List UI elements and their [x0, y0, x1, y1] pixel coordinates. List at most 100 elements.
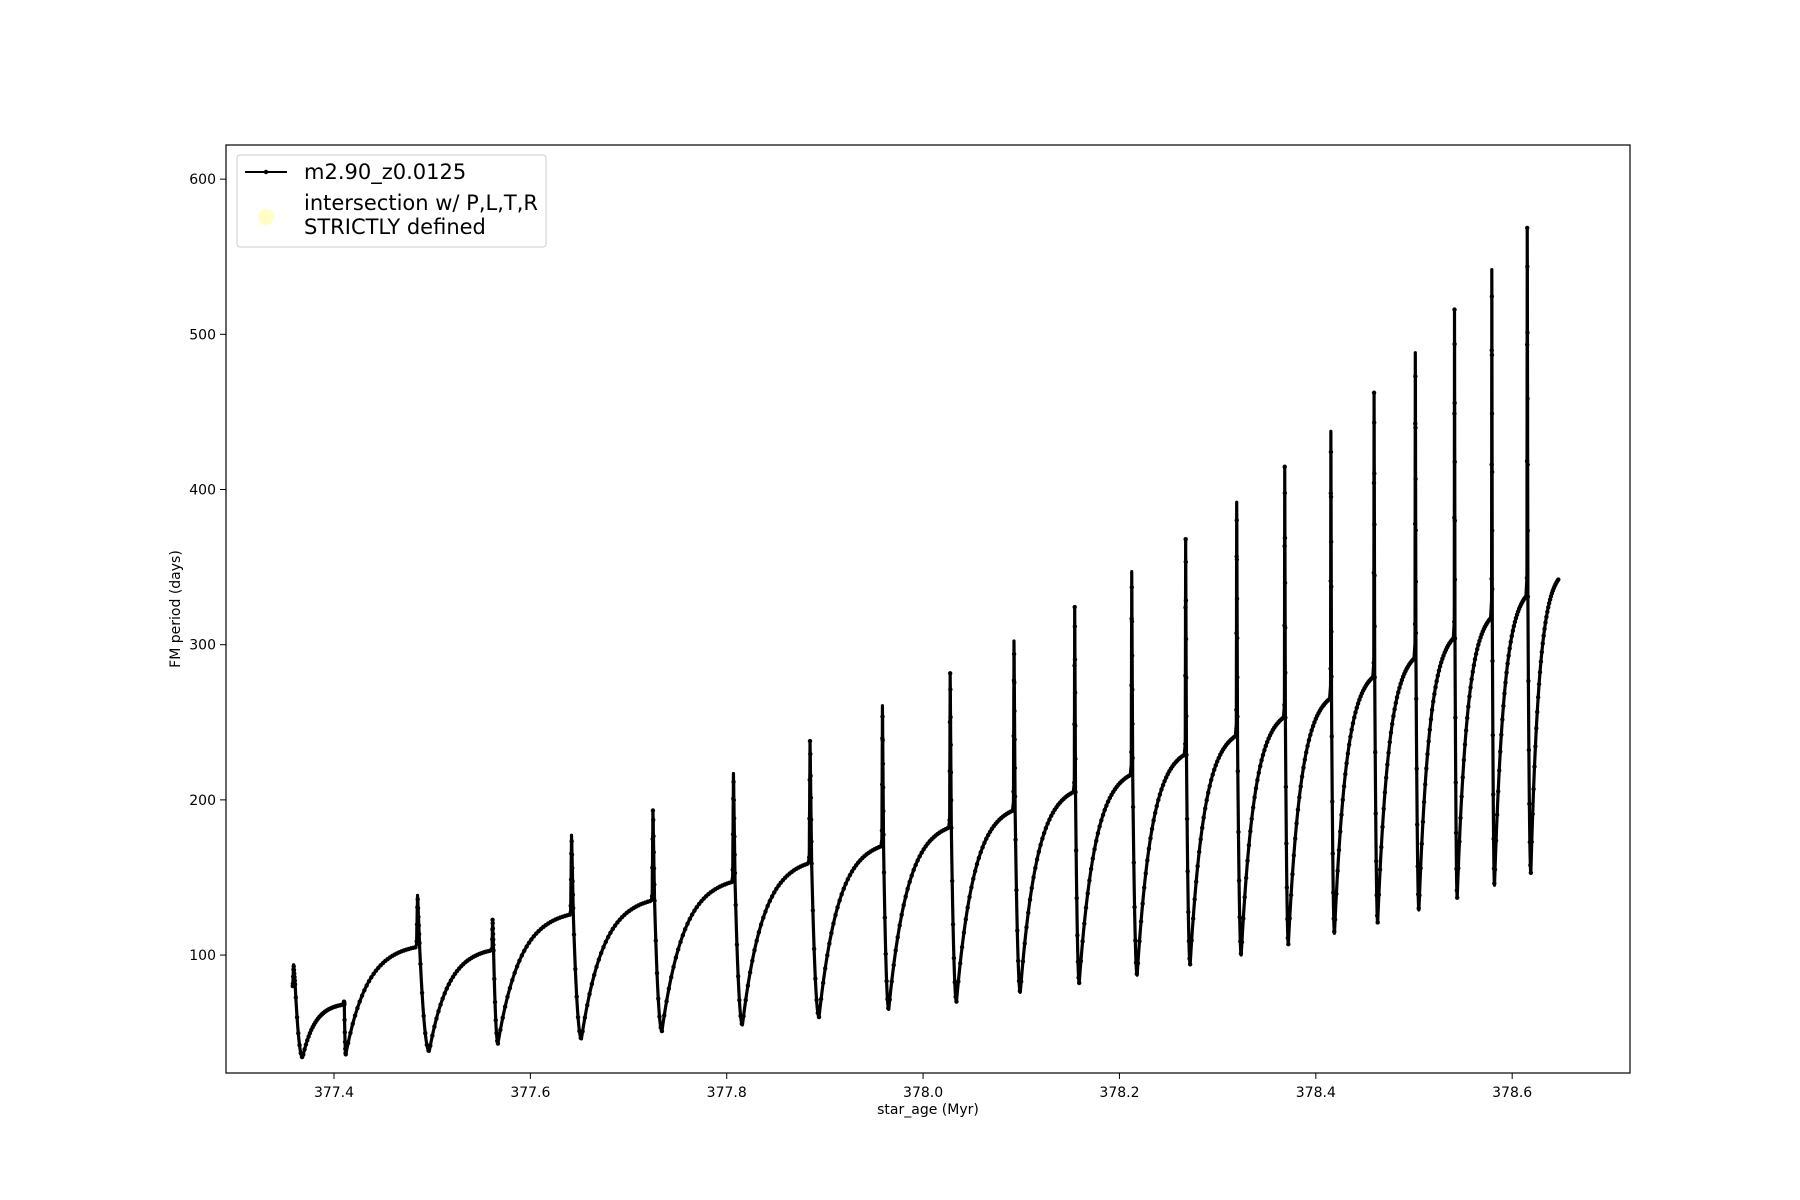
data-point — [769, 894, 775, 899]
data-point — [1082, 921, 1087, 926]
data-point — [1073, 848, 1079, 853]
data-point — [1129, 653, 1135, 658]
data-point — [1490, 732, 1496, 738]
data-point — [1293, 836, 1298, 841]
data-point — [1477, 638, 1482, 644]
data-point — [891, 962, 896, 968]
data-point — [732, 834, 737, 839]
data-point — [1302, 757, 1308, 762]
data-point — [303, 1042, 309, 1047]
data-point — [913, 862, 918, 868]
data-point — [1346, 742, 1352, 747]
data-point — [654, 970, 660, 976]
data-point — [291, 967, 297, 973]
data-point — [880, 714, 885, 719]
data-point — [1129, 585, 1135, 590]
data-point — [1234, 518, 1239, 523]
data-point — [573, 966, 578, 972]
data-point — [1538, 659, 1544, 664]
data-point — [1340, 797, 1345, 803]
data-point — [1290, 872, 1295, 877]
data-point — [1352, 715, 1357, 720]
data-point — [1452, 411, 1457, 416]
data-point — [603, 939, 609, 945]
data-point — [1252, 795, 1257, 800]
data-point — [1184, 752, 1189, 758]
data-point — [1234, 554, 1239, 559]
data-point — [651, 817, 656, 823]
data-point — [514, 964, 520, 969]
data-point — [897, 923, 902, 928]
data-point — [1072, 780, 1077, 785]
data-point — [731, 816, 737, 821]
data-point — [362, 988, 367, 993]
data-point — [689, 912, 695, 917]
data-point — [302, 1047, 307, 1052]
data-point — [413, 945, 418, 950]
data-point — [883, 951, 888, 957]
data-point — [671, 964, 676, 970]
data-point — [948, 687, 953, 692]
data-point — [1011, 733, 1016, 739]
data-point — [1312, 720, 1317, 725]
data-point — [1152, 810, 1158, 816]
data-point — [582, 1015, 588, 1020]
y-tick-label: 300 — [189, 638, 216, 654]
data-point — [657, 1014, 662, 1019]
data-point — [1541, 633, 1546, 638]
data-point — [490, 931, 496, 937]
data-point — [835, 905, 840, 910]
data-point — [903, 894, 908, 899]
data-point — [1452, 518, 1458, 523]
data-point — [804, 861, 810, 867]
data-point — [1453, 830, 1459, 836]
data-point — [1533, 744, 1538, 749]
data-point — [369, 975, 374, 980]
data-point — [1470, 669, 1475, 675]
data-point — [730, 867, 735, 873]
data-point — [1012, 680, 1017, 685]
data-point — [426, 1048, 431, 1053]
data-point — [833, 912, 838, 918]
data-point — [1452, 636, 1458, 641]
data-point — [348, 1030, 353, 1036]
data-point — [694, 904, 699, 910]
data-point — [1183, 605, 1188, 610]
data-point — [1013, 837, 1018, 842]
data-point — [1285, 935, 1291, 941]
data-point — [1187, 956, 1192, 961]
data-point — [948, 797, 954, 803]
data-point — [1072, 604, 1077, 610]
data-point — [1183, 598, 1189, 603]
x-tick-label: 378.6 — [1492, 1085, 1532, 1101]
data-point — [1291, 853, 1297, 858]
data-point — [976, 855, 982, 861]
data-point — [1506, 653, 1511, 658]
legend: m2.90_z0.0125 intersection w/ P,L,T,R ST… — [236, 154, 547, 248]
data-point — [958, 961, 963, 966]
data-point — [745, 983, 751, 988]
data-point — [1143, 871, 1148, 876]
data-point — [971, 876, 976, 882]
data-point — [343, 1046, 348, 1052]
data-point — [1489, 411, 1495, 416]
data-point — [359, 993, 365, 998]
data-point — [893, 948, 898, 953]
y-tick-label: 400 — [189, 483, 216, 499]
data-point — [1259, 758, 1264, 763]
data-point — [1413, 476, 1418, 482]
data-point — [1452, 619, 1457, 624]
data-point — [1432, 691, 1437, 697]
data-point — [1137, 939, 1142, 944]
data-point — [1329, 629, 1334, 634]
data-point — [1510, 628, 1516, 634]
data-point — [1235, 675, 1240, 680]
data-point — [1511, 623, 1517, 629]
data-point — [1100, 812, 1106, 818]
data-point — [1299, 774, 1305, 779]
data-point — [495, 1041, 501, 1046]
data-point — [1456, 865, 1461, 871]
data-point — [1282, 702, 1287, 708]
data-point — [752, 948, 757, 953]
data-point — [664, 999, 669, 1004]
